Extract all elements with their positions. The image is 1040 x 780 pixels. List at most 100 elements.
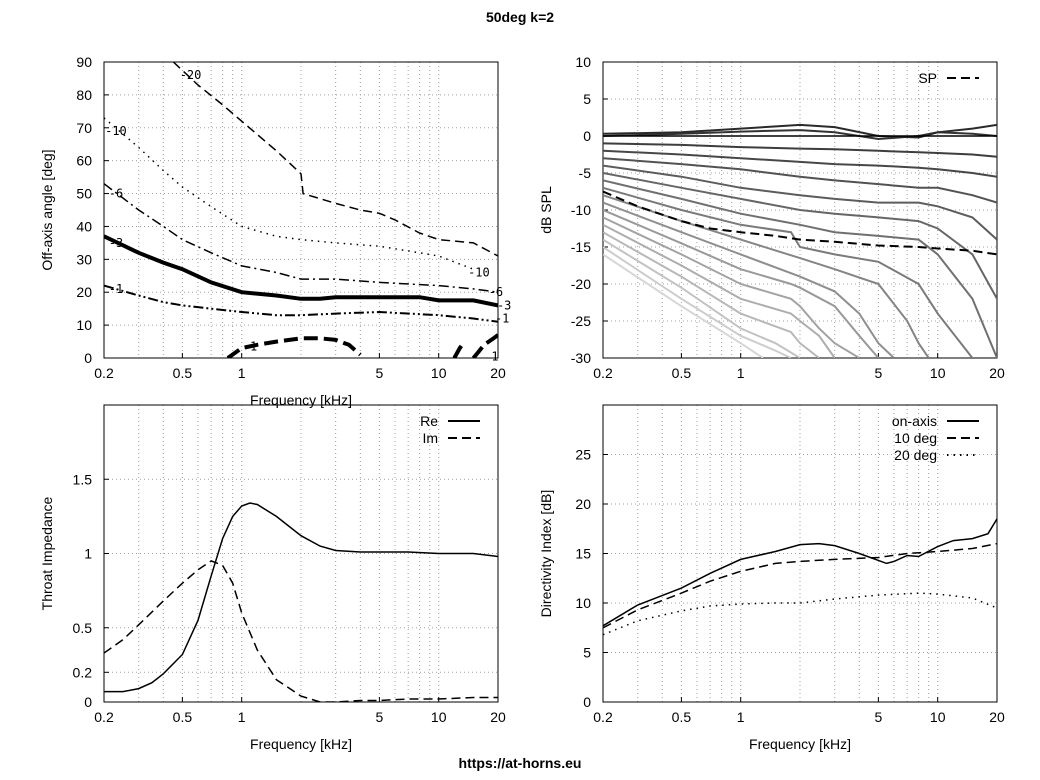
footer-url: https://at-horns.eu [459, 755, 582, 771]
contour-label: 1 [491, 349, 498, 363]
y-tick-label: 30 [76, 251, 92, 267]
y-tick-label: 20 [575, 496, 591, 512]
series-Im [104, 560, 498, 702]
contour-label: -3 [109, 236, 123, 250]
legend-label: 20 deg [894, 447, 937, 463]
y-tick-label: -20 [571, 276, 591, 292]
series-1b [452, 340, 467, 358]
y-tick-label: -10 [571, 202, 591, 218]
y-tick-label: -5 [579, 165, 592, 181]
y-tick-label: 90 [76, 54, 92, 70]
x-tick-label: 0.2 [593, 365, 613, 381]
x-tick-label: 5 [375, 365, 383, 381]
x-tick-label: 1 [238, 365, 246, 381]
y-tick-label: -15 [571, 239, 591, 255]
polar-curve-15deg [603, 142, 997, 158]
x-tick-label: 20 [989, 365, 1005, 381]
x-axis-label: Frequency [kHz] [250, 736, 352, 752]
series--3 [104, 234, 498, 308]
polar-curve-35deg [603, 172, 997, 300]
y-axis-label: dB SPL [538, 186, 554, 234]
legend-label: Re [420, 413, 438, 429]
y-tick-label: 60 [76, 153, 92, 169]
plot-frame [103, 61, 499, 359]
x-tick-label: 0.2 [94, 365, 114, 381]
y-tick-label: -25 [571, 313, 591, 329]
polar-curve-25deg [603, 157, 997, 204]
x-tick-label: 20 [490, 365, 506, 381]
polar-curve-70deg [603, 223, 836, 358]
x-tick-label: 10 [431, 709, 447, 725]
plot-area [104, 62, 498, 358]
series-20-deg [603, 592, 997, 636]
polar-curve-90deg [603, 253, 764, 358]
polar-curve-65deg [603, 216, 860, 358]
series-SP [603, 190, 997, 256]
x-tick-label: 0.5 [173, 709, 193, 725]
x-tick-label: 0.5 [173, 365, 193, 381]
series-on-axis [603, 518, 997, 627]
contour-label: -1 [495, 312, 509, 326]
polar-curve-45deg [603, 186, 997, 358]
legend-label: on-axis [892, 413, 937, 429]
y-tick-label: 20 [76, 284, 92, 300]
x-tick-label: 1 [737, 365, 745, 381]
y-tick-label: 10 [575, 54, 591, 70]
series--20 [172, 62, 498, 257]
y-axis-label: Directivity Index [dB] [538, 490, 554, 618]
polar-curve-55deg [603, 201, 895, 358]
y-axis-label: Off-axis angle [deg] [39, 149, 55, 270]
y-tick-label: 5 [583, 91, 591, 107]
series-Re [104, 502, 498, 693]
y-tick-label: 0.5 [73, 620, 93, 636]
x-tick-label: 5 [874, 709, 882, 725]
plot-area [603, 518, 997, 636]
y-tick-label: 40 [76, 218, 92, 234]
polar-curve-85deg [603, 246, 792, 358]
x-tick-label: 0.5 [672, 365, 692, 381]
polar-curve-5deg [603, 123, 997, 139]
contour-label: -6 [109, 187, 123, 201]
x-tick-label: 0.2 [593, 709, 613, 725]
contour-label: -10 [105, 124, 127, 138]
series--10 [104, 117, 474, 270]
figure-title: 50deg k=2 [486, 9, 554, 25]
series--6 [104, 183, 498, 293]
contour-label: -6 [489, 285, 503, 299]
polar-curve-60deg [603, 209, 880, 358]
contour-label: 1 [250, 339, 257, 353]
polar-curve-30deg [603, 164, 997, 241]
x-axis-label: Frequency [kHz] [749, 736, 851, 752]
y-tick-label: 25 [575, 447, 591, 463]
y-tick-label: 0.2 [73, 664, 93, 680]
series-10-deg [603, 542, 997, 629]
x-tick-label: 10 [431, 365, 447, 381]
plot-area [603, 123, 997, 358]
y-tick-label: 50 [76, 186, 92, 202]
polar-curve-75deg [603, 231, 820, 358]
contour-label: -1 [109, 282, 123, 296]
polar-curve-40deg [603, 179, 997, 358]
panel-isocontour: 0.2 0.5 1 5 10 20 0 10 20 30 40 50 60 70 80 90 Frequency… [39, 54, 511, 408]
polar-curve-20deg [603, 149, 997, 178]
chart-panels: 0.2 0.5 1 5 10 200102030405060708090Frequency… [39, 54, 1005, 752]
series--1 [104, 284, 498, 323]
contour-label: -10 [468, 265, 490, 279]
x-tick-label: 0.5 [672, 709, 692, 725]
y-axis-label: Throat Impedance [39, 496, 55, 610]
polar-curve-80deg [603, 238, 801, 358]
x-tick-label: 20 [490, 709, 506, 725]
plot-area [104, 502, 498, 702]
x-tick-label: 10 [930, 365, 946, 381]
x-axis-label: Frequency [kHz] [250, 392, 352, 408]
x-tick-label: 10 [930, 709, 946, 725]
y-tick-label: 0 [84, 350, 92, 366]
y-tick-label: 0 [583, 694, 591, 710]
y-tick-label: 1.5 [73, 471, 93, 487]
x-tick-label: 5 [874, 365, 882, 381]
y-tick-label: 0 [84, 694, 92, 710]
y-tick-label: 5 [583, 645, 591, 661]
